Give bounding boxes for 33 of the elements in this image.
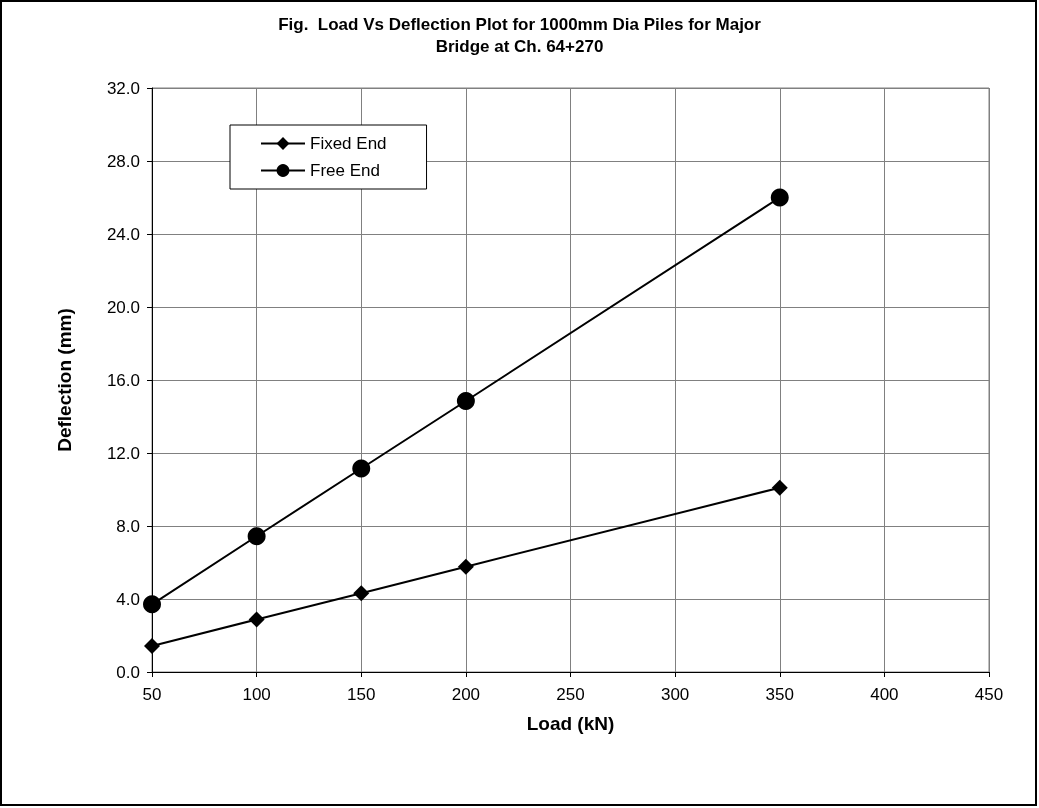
x-tick-label: 450 [974,685,1004,704]
x-tick-label: 300 [660,685,690,704]
x-tick-label: 100 [242,685,271,704]
x-tick-label: 150 [347,685,376,704]
x-tick-label: 350 [765,685,794,704]
x-tick-label: 250 [556,685,585,704]
point [352,459,371,478]
y-tick-label: 8.0 [116,516,140,536]
y-tick-label: 32.0 [106,78,140,98]
legend-label: Free End [310,161,380,180]
point [144,638,160,655]
y-tick-label: 4.0 [116,589,140,609]
y-tick-label: 12.0 [106,443,140,463]
y-tick-label: 16.0 [106,370,140,390]
point [248,611,265,628]
y-tick-label: 0.0 [116,662,140,682]
x-axis-title: Load (kN) [526,713,615,734]
y-tick-label: 24.0 [106,224,140,244]
legend-label: Fixed End [310,134,387,153]
y-axis-title: Deflection (mm) [54,308,75,452]
point [353,585,370,602]
point [457,558,474,575]
point [143,595,161,614]
y-tick-label: 28.0 [106,151,140,171]
y-tick-label: 20.0 [106,297,140,317]
point [771,479,788,496]
point [456,391,475,410]
x-tick-label: 50 [142,685,162,704]
point [247,527,266,546]
point [770,188,789,207]
x-tick-label: 200 [451,685,481,704]
x-tick-label: 400 [870,685,899,704]
chart-title: Fig. Load Vs Deflection Plot for 1000mm Dia Piles for Major Bridge at Ch. 64+270 [278,14,762,56]
